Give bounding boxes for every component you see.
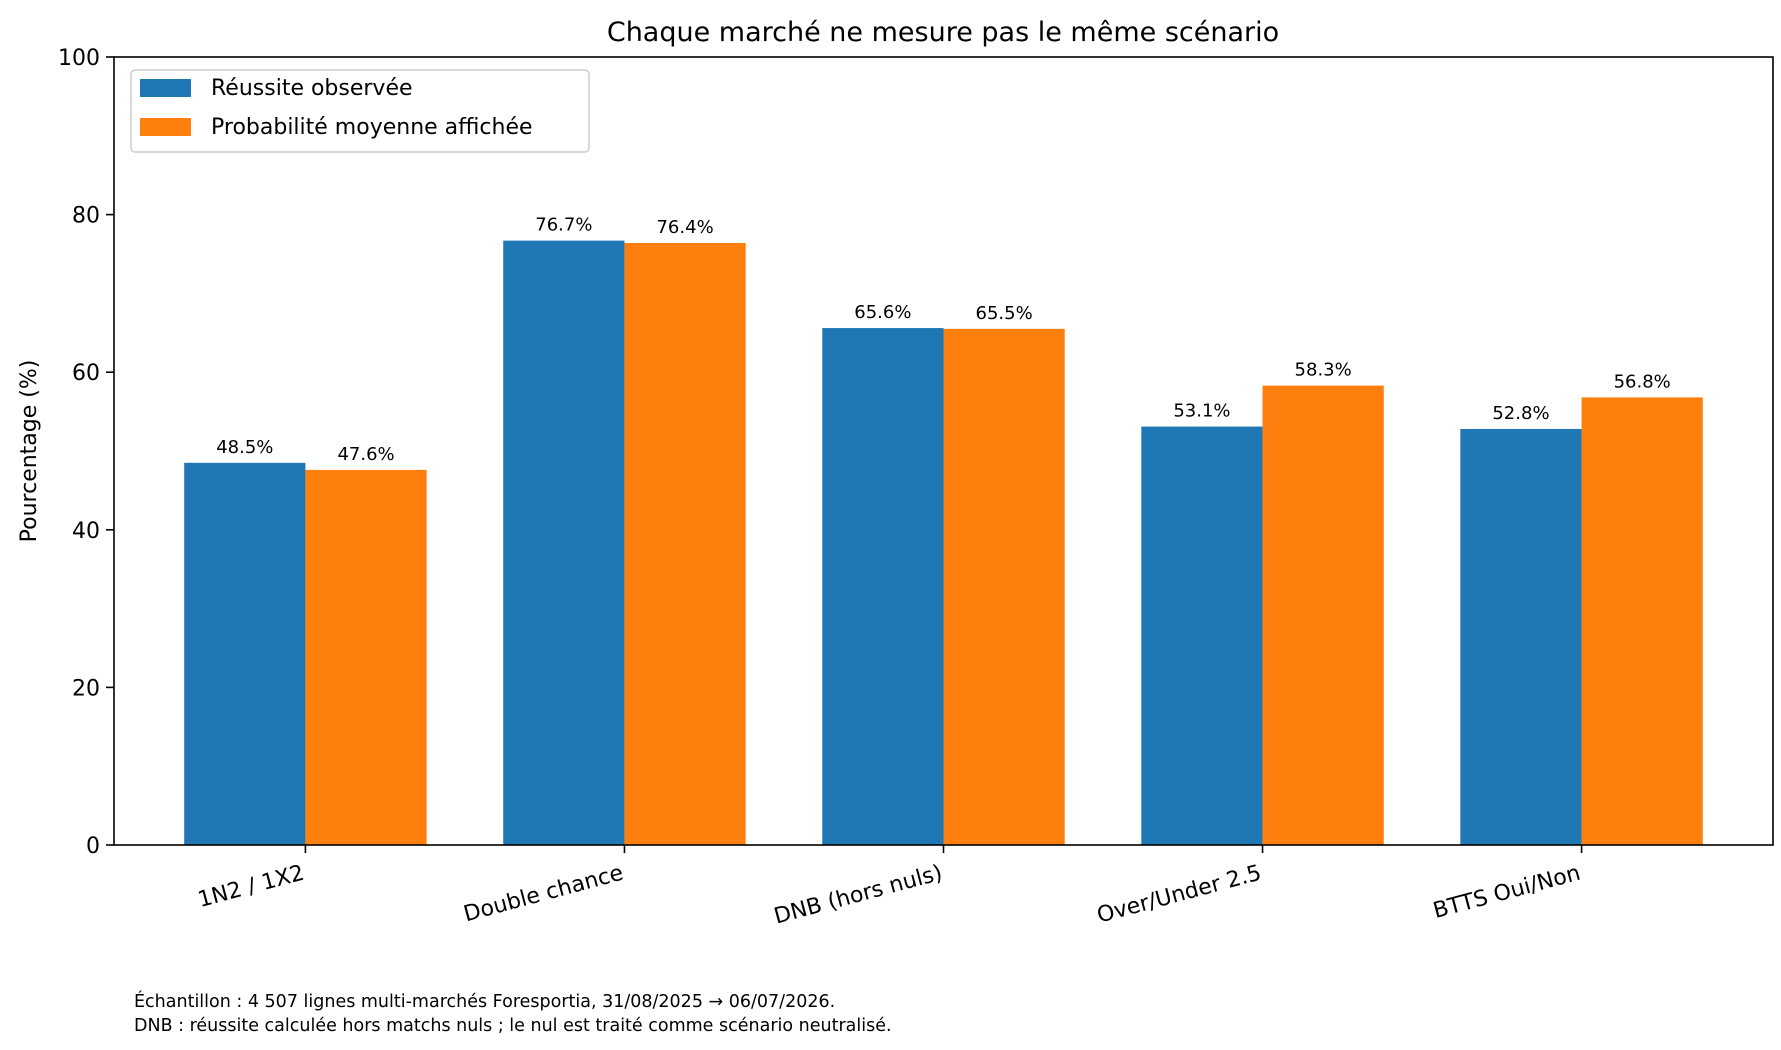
y-tick-label-80: 80 [72,204,100,229]
y-axis-label: Pourcentage (%) [17,360,42,543]
y-tick-label-20: 20 [72,676,100,701]
data-label-series-1-3: 65.6% [854,302,911,323]
footnote-sample: Échantillon : 4 507 lignes multi-marchés… [134,992,836,1012]
bar-series-1-3 [822,328,944,845]
legend-label-2: Probabilité moyenne affichée [211,115,533,140]
legend-swatch-1 [140,79,191,97]
y-tick-label-100: 100 [58,46,100,71]
bar-series-2-1 [305,469,427,845]
bar-series-2-5 [1581,397,1703,845]
x-axis: 1N2 / 1X2 Double chance DNB (hors nuls) Ove… [195,845,1583,930]
data-label-series-1-2: 76.7% [535,215,592,236]
bars-layer [184,240,1703,845]
bar-series-2-4 [1262,385,1384,845]
legend-swatch-2 [140,118,191,136]
data-label-series-2-5: 56.8% [1614,371,1671,392]
bar-series-1-2 [503,240,625,845]
plot-frame [113,56,1774,846]
data-labels-layer: 48.5% 76.7% 65.6% 53.1% 52.8% 47.6% 76.4% 65.5%… [216,215,1671,465]
data-label-series-2-4: 58.3% [1295,360,1352,381]
x-tick-label-1: 1N2 / 1X2 [195,861,307,913]
bar-series-1-4 [1141,426,1263,845]
y-tick-label-0: 0 [86,834,100,859]
footnote-dnb: DNB : réussite calculée hors matchs nuls… [134,1016,892,1036]
y-tick-label-60: 60 [72,361,100,386]
chart-title: Chaque marché ne mesure pas le même scén… [607,17,1279,48]
bar-series-1-5 [1460,428,1582,845]
data-label-series-1-5: 52.8% [1492,403,1549,424]
y-tick-label-40: 40 [72,519,100,544]
data-label-series-1-4: 53.1% [1173,401,1230,422]
x-tick-label-5: BTTS Oui/Non [1431,861,1584,924]
data-label-series-2-3: 65.5% [976,303,1033,324]
x-tick-label-2: Double chance [461,861,626,928]
legend-label-1: Réussite observée [211,76,413,101]
x-tick-label-3: DNB (hors nuls) [771,861,945,930]
bar-series-2-3 [943,328,1065,845]
y-axis: 0 20 40 60 80 100 [58,46,114,859]
bar-series-2-2 [624,242,746,845]
data-label-series-2-1: 47.6% [337,444,394,465]
bar-series-1-1 [184,462,306,845]
legend-box [130,69,590,153]
x-tick-label-4: Over/Under 2.5 [1094,861,1264,929]
data-label-series-2-2: 76.4% [656,217,713,238]
data-label-series-1-1: 48.5% [216,437,273,458]
legend: Réussite observée Probabilité moyenne aff… [130,69,590,153]
